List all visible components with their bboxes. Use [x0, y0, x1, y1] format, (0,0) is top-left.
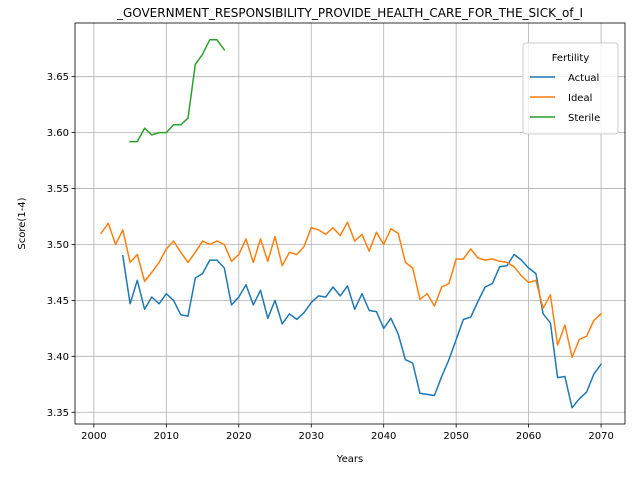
- y-axis-label: Score(1-4): [17, 197, 28, 249]
- y-tick-label: 3.65: [47, 72, 69, 83]
- y-tick-label: 3.45: [47, 296, 69, 307]
- plot-frame: [74, 22, 626, 425]
- y-tick-label: 3.60: [47, 128, 69, 139]
- y-axis-ticks: 3.35 3.40 3.45 3.50 3.55 3.60 3.65: [47, 72, 75, 419]
- x-tick-label: 2060: [516, 431, 541, 442]
- legend-title: Fertility: [552, 53, 590, 64]
- series-lines: [100, 39, 603, 409]
- legend-label-sterile: Sterile: [568, 113, 600, 124]
- legend-box: [522, 42, 619, 135]
- legend-items: Actual Ideal Sterile: [530, 73, 600, 124]
- y-tick-label: 3.50: [47, 240, 69, 251]
- x-tick-label: 2020: [226, 431, 251, 442]
- series-line-actual: [121, 253, 603, 409]
- legend: Fertility Actual Ideal Sterile: [522, 42, 619, 135]
- y-tick-label: 3.40: [47, 352, 69, 363]
- x-tick-label: 2030: [299, 431, 324, 442]
- series-line-sterile: [129, 39, 226, 143]
- x-tick-label: 2040: [371, 431, 396, 442]
- x-axis-ticks: 2000 2010 2020 2030 2040 2050 2060 2070: [81, 424, 614, 442]
- x-axis-label: Years: [336, 454, 363, 465]
- x-tick-label: 2050: [443, 431, 468, 442]
- x-tick-label: 2070: [588, 431, 613, 442]
- x-tick-label: 2010: [154, 431, 179, 442]
- legend-label-ideal: Ideal: [568, 93, 592, 104]
- legend-label-actual: Actual: [568, 73, 599, 84]
- y-tick-label: 3.35: [47, 408, 69, 419]
- chart-title: _GOVERNMENT_RESPONSIBILITY_PROVIDE_HEALT…: [116, 6, 583, 20]
- y-tick-label: 3.55: [47, 184, 69, 195]
- x-tick-label: 2000: [81, 431, 106, 442]
- series-line-ideal: [100, 221, 603, 359]
